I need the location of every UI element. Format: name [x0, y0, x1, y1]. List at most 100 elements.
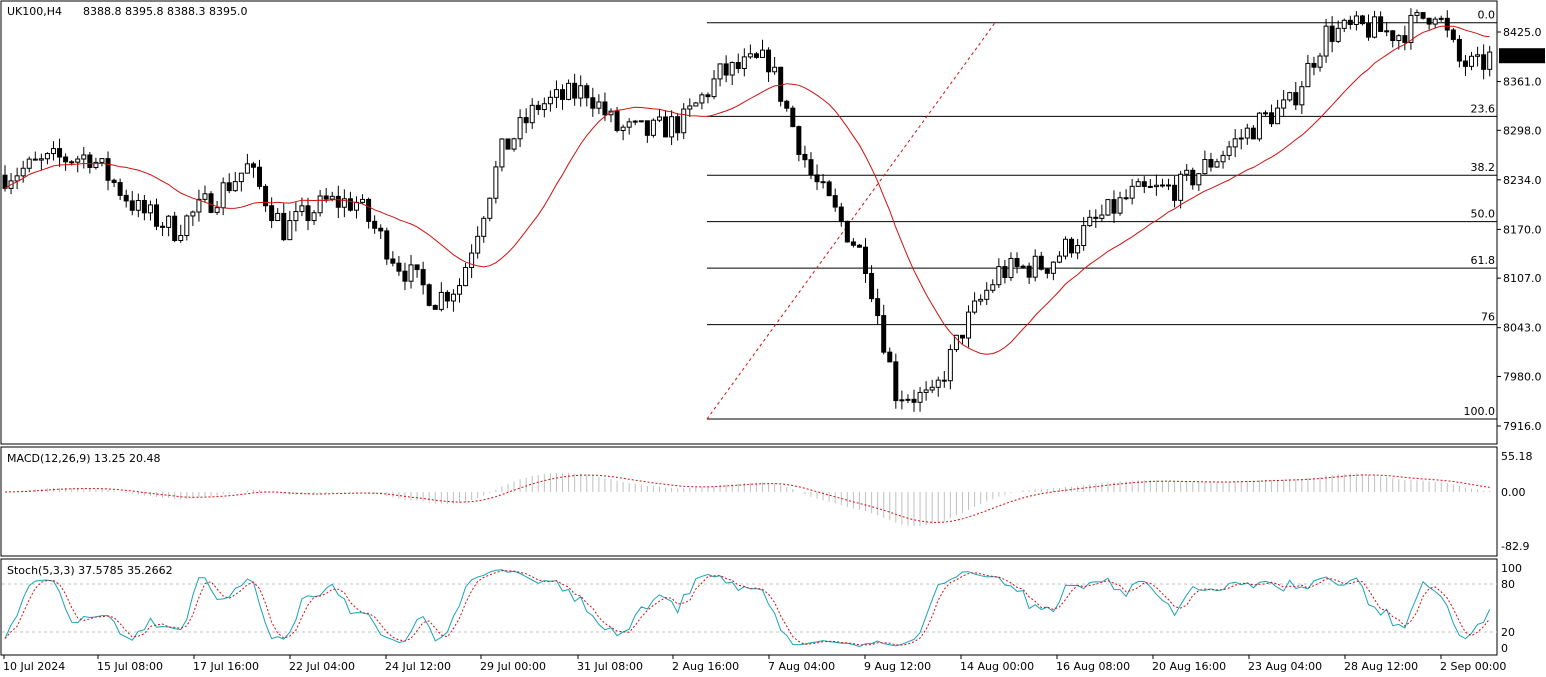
macd-indicator: 55.18 0.00 -82.9 — [4, 450, 1533, 553]
candle — [984, 282, 990, 305]
stoch-signal-line — [4, 570, 1491, 646]
candle — [1341, 18, 1347, 33]
candle — [26, 156, 32, 173]
price-axis: 8425.0 8361.0 8298.0 8234.0 8170.0 8107.0 8043… — [1497, 26, 1542, 433]
ohlc-label: 8388.8 8395.8 8388.3 8395.0 — [83, 5, 247, 18]
candle — [154, 198, 159, 231]
candle — [681, 103, 687, 140]
candle — [1184, 164, 1190, 182]
candle — [414, 264, 420, 278]
candle — [717, 63, 723, 87]
candle — [517, 109, 523, 148]
candle — [1456, 35, 1462, 68]
candle — [1372, 10, 1378, 39]
candle — [432, 304, 438, 310]
candle — [196, 189, 202, 222]
candle — [190, 210, 196, 226]
candle — [560, 84, 566, 110]
candle — [123, 189, 129, 208]
stochastic-indicator: 100 80 20 0 — [2, 562, 1522, 655]
candle — [38, 153, 44, 171]
candle — [50, 141, 56, 161]
candle — [293, 202, 299, 232]
candle — [523, 108, 529, 134]
candle — [463, 262, 469, 287]
time-tick-label: 31 Jul 08:00 — [577, 660, 643, 673]
candle — [929, 379, 935, 394]
candle — [1014, 252, 1020, 274]
candle — [1244, 123, 1250, 145]
fib-level-label: 100.0 — [1464, 405, 1496, 418]
time-tick-label: 16 Aug 08:00 — [1056, 660, 1130, 673]
candle — [1299, 81, 1305, 114]
candle — [244, 153, 250, 174]
price-tick-label: 8170.0 — [1503, 223, 1542, 236]
candle — [741, 48, 747, 77]
candle — [1329, 16, 1335, 53]
candle — [790, 105, 796, 128]
candle — [802, 145, 808, 168]
candle — [141, 195, 147, 221]
candle — [366, 197, 372, 229]
candle — [778, 66, 784, 107]
time-tick-label: 29 Jul 00:00 — [480, 660, 546, 673]
candle — [129, 191, 135, 216]
candle — [814, 164, 820, 191]
macd-panel-frame — [0, 446, 1498, 557]
candle — [81, 147, 87, 169]
candle — [566, 79, 572, 101]
candle — [1275, 99, 1281, 125]
candle — [966, 305, 972, 348]
candle — [214, 200, 220, 215]
candle — [1220, 150, 1226, 169]
candle — [578, 75, 584, 107]
candle — [317, 189, 323, 217]
candle — [1159, 178, 1165, 188]
candle — [20, 160, 26, 183]
candle — [820, 173, 826, 189]
candle — [1287, 91, 1293, 102]
candle — [663, 110, 669, 138]
candle — [1293, 81, 1299, 110]
candle — [457, 278, 462, 303]
candle — [844, 220, 850, 243]
stoch-tick-label: 20 — [1501, 626, 1515, 639]
candle — [1123, 189, 1129, 201]
fibonacci-retracement[interactable]: 0.0 23.6 38.2 50.0 61.8 76 100.0 — [706, 9, 1497, 420]
candle — [426, 283, 432, 307]
candle — [450, 289, 456, 312]
candle — [911, 389, 917, 412]
candle — [1056, 251, 1062, 264]
candle — [32, 151, 38, 161]
candle — [275, 208, 281, 222]
candle — [711, 70, 717, 100]
macd-signal-line — [4, 474, 1490, 523]
candle — [390, 251, 396, 267]
stoch-main-line — [4, 569, 1491, 648]
candle — [1475, 46, 1481, 67]
time-tick-label: 17 Jul 16:00 — [193, 660, 259, 673]
candle — [978, 294, 984, 306]
candle — [1250, 125, 1256, 140]
time-tick-label: 22 Jul 04:00 — [289, 660, 355, 673]
time-tick-label: 23 Aug 04:00 — [1248, 660, 1322, 673]
candle — [705, 92, 711, 104]
candle — [1214, 158, 1220, 168]
main-panel-frame — [0, 0, 1498, 445]
candle — [856, 243, 862, 248]
candle — [444, 290, 450, 309]
candle — [305, 197, 311, 231]
candle — [372, 215, 378, 234]
current-price-label: 8395.0 — [1503, 49, 1546, 62]
candle — [687, 98, 693, 117]
candle — [1347, 15, 1353, 30]
time-tick-label: 28 Aug 12:00 — [1344, 660, 1418, 673]
candle — [1172, 175, 1178, 208]
candle — [420, 261, 426, 295]
time-tick-label: 15 Jul 08:00 — [97, 660, 163, 673]
price-tick-label: 8298.0 — [1503, 124, 1542, 137]
candle — [747, 44, 753, 59]
candle — [63, 153, 69, 171]
candle — [281, 203, 287, 242]
